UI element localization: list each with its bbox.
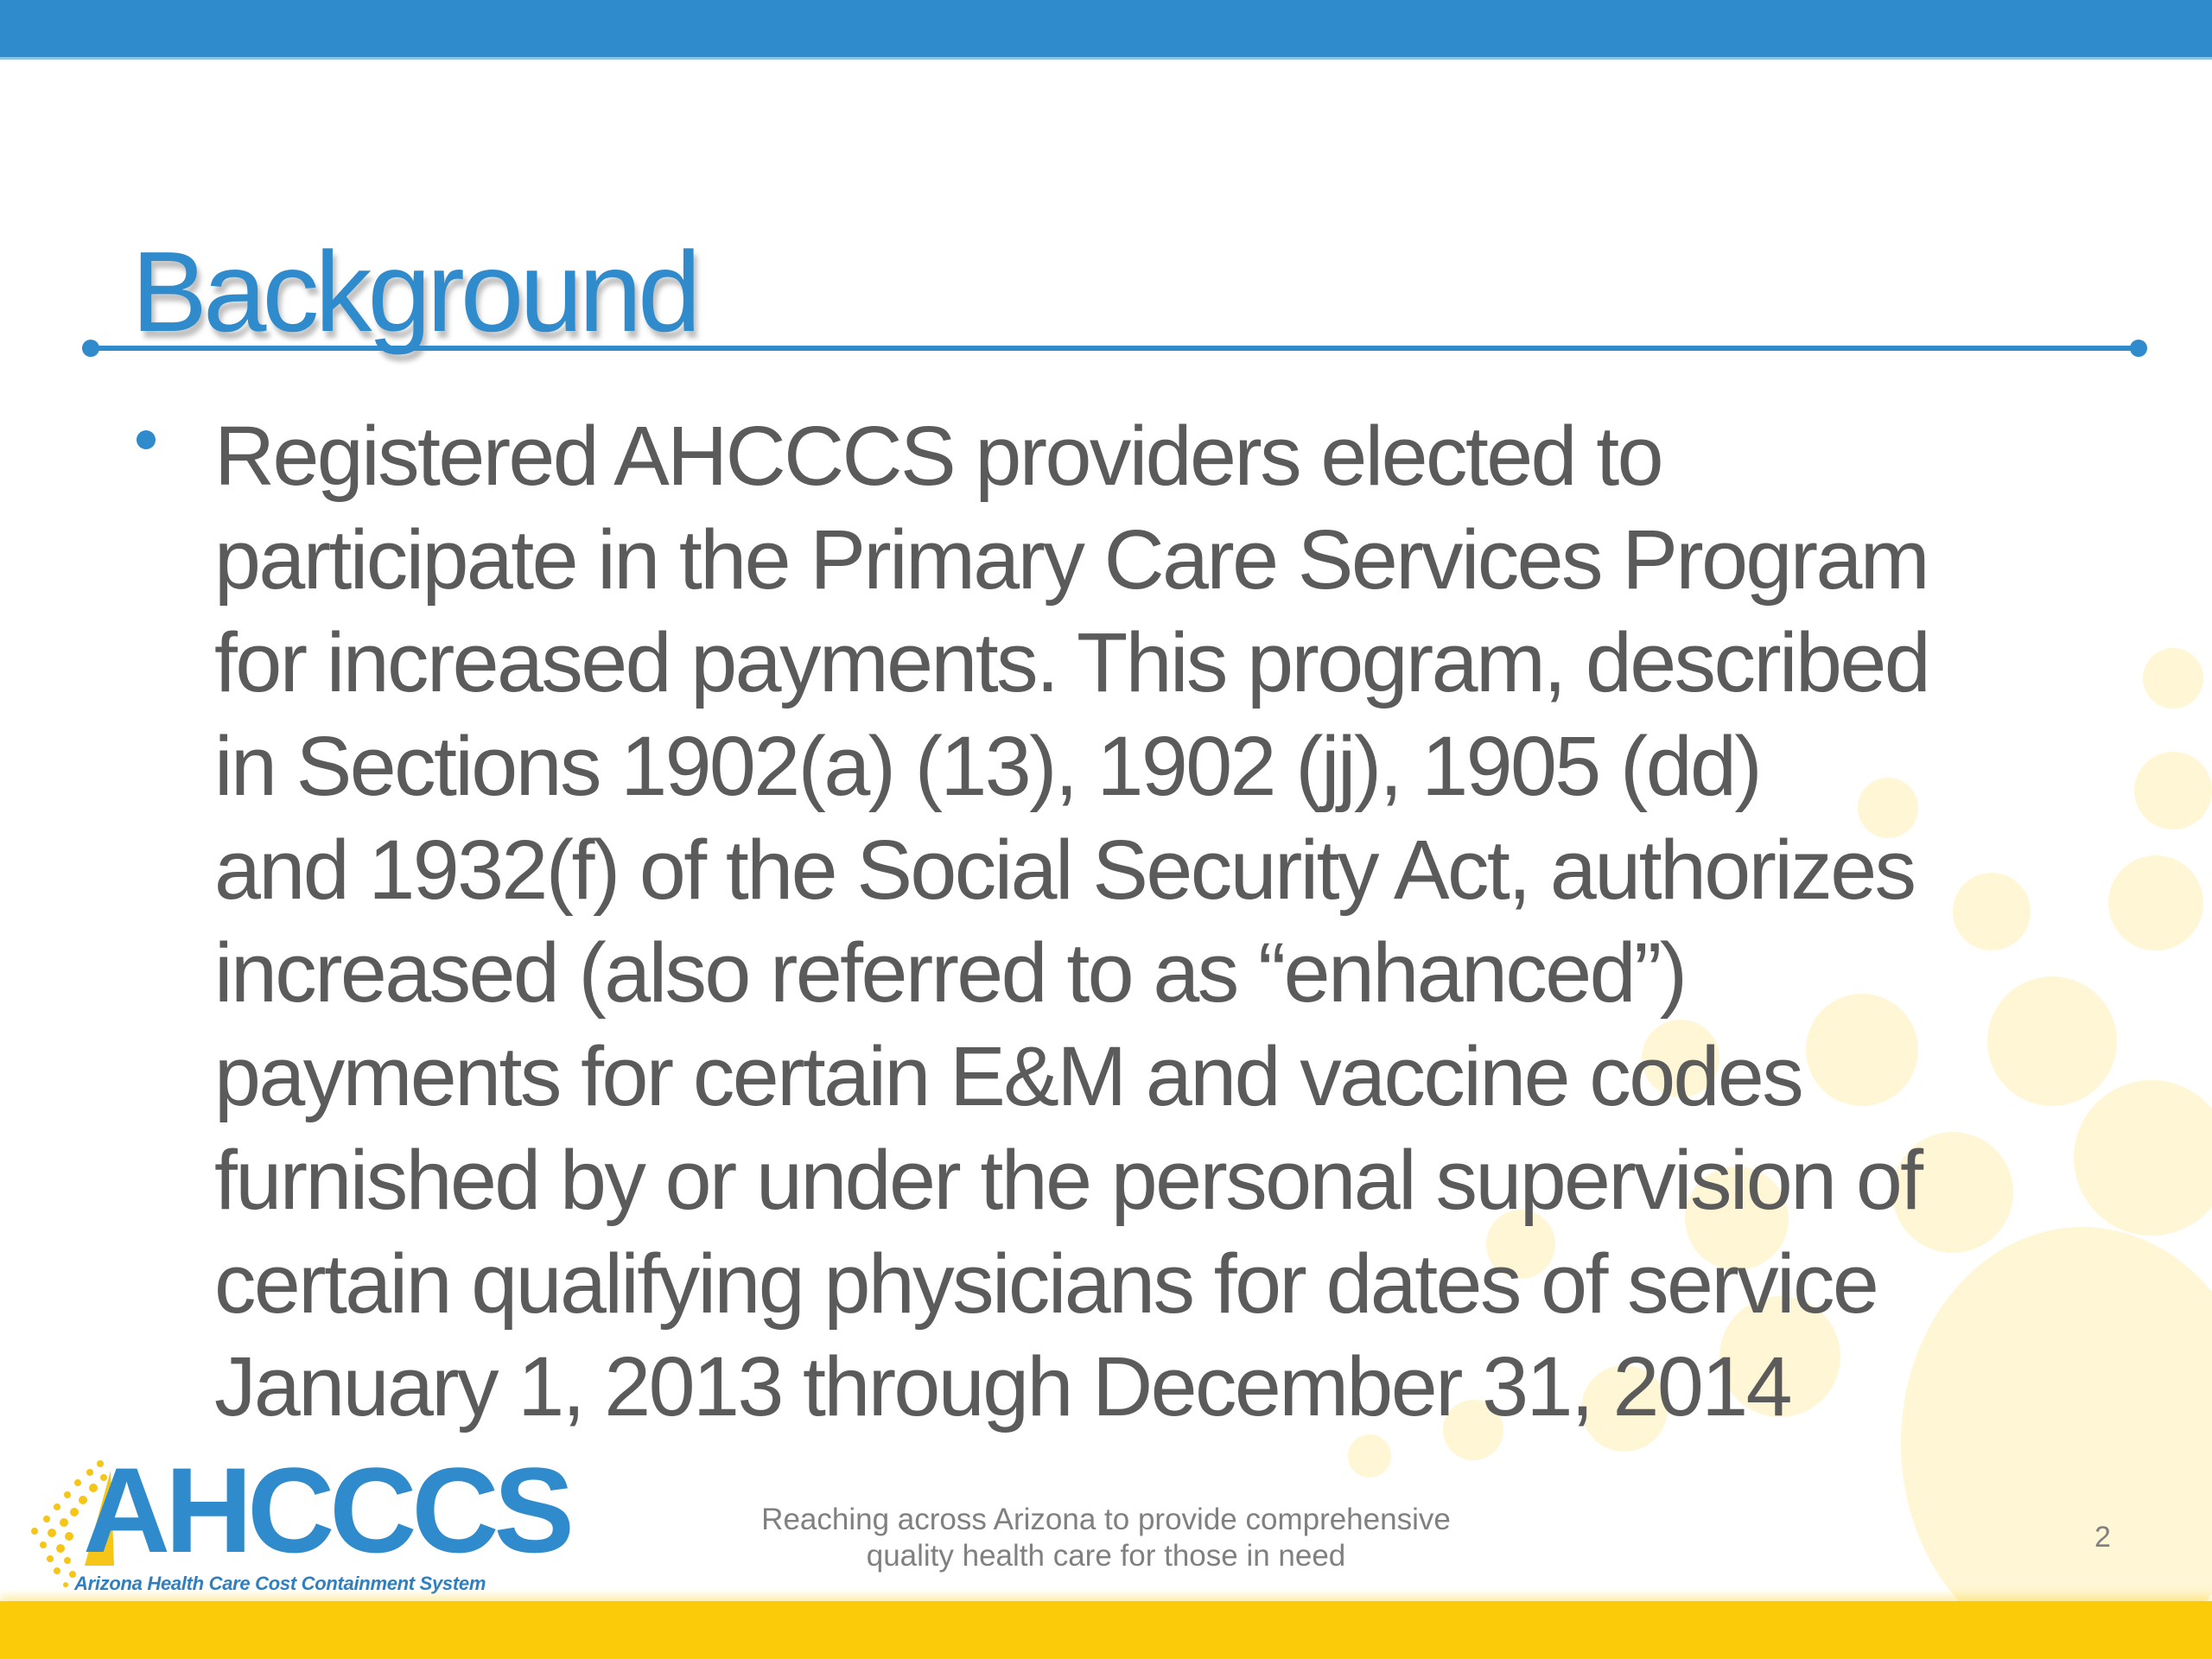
footer-tagline: Reaching across Arizona to provide compr… [674,1502,1538,1574]
bullet-line: payments for certain E&M and vaccine cod… [214,1029,1804,1124]
page-number: 2 [2094,1521,2111,1554]
title-underline [91,346,2139,351]
bullet-line: participate in the Primary Care Services… [214,512,1930,607]
bullet-line: for increased payments. This program, de… [214,615,1931,710]
bullet-line: Registered AHCCCS providers elected to [214,409,1664,503]
bullet-paragraph: Registered AHCCCS providers elected to p… [214,404,1931,1439]
bullet-line: certain qualifying physicians for dates … [214,1236,1879,1331]
bullet-line: January 1, 2013 through December 31, 201… [214,1339,1793,1434]
title-rule-right-dot [2130,340,2147,357]
bullet-line: increased (also referred to as “enhanced… [214,925,1688,1020]
ahcccs-logo: AHCCCS Arizona Health Care Cost Containm… [24,1450,575,1599]
sun-rays-icon [31,1460,114,1587]
bullet-line: furnished by or under the personal super… [214,1132,1923,1227]
tagline-line: quality health care for those in need [866,1539,1346,1573]
logo-subtitle: Arizona Health Care Cost Containment Sys… [74,1573,486,1594]
tagline-line: Reaching across Arizona to provide compr… [761,1503,1451,1536]
slide-title: Background [131,228,701,355]
top-accent-bar [0,0,2212,60]
logo-wordmark: AHCCCS [83,1442,575,1578]
bullet-line: in Sections 1902(a) (13), 1902 (jj), 190… [214,719,1763,814]
bullet-line: and 1932(f) of the Social Security Act, … [214,822,1916,917]
bottom-accent-bar [0,1601,2212,1659]
bullet-icon [137,430,156,449]
